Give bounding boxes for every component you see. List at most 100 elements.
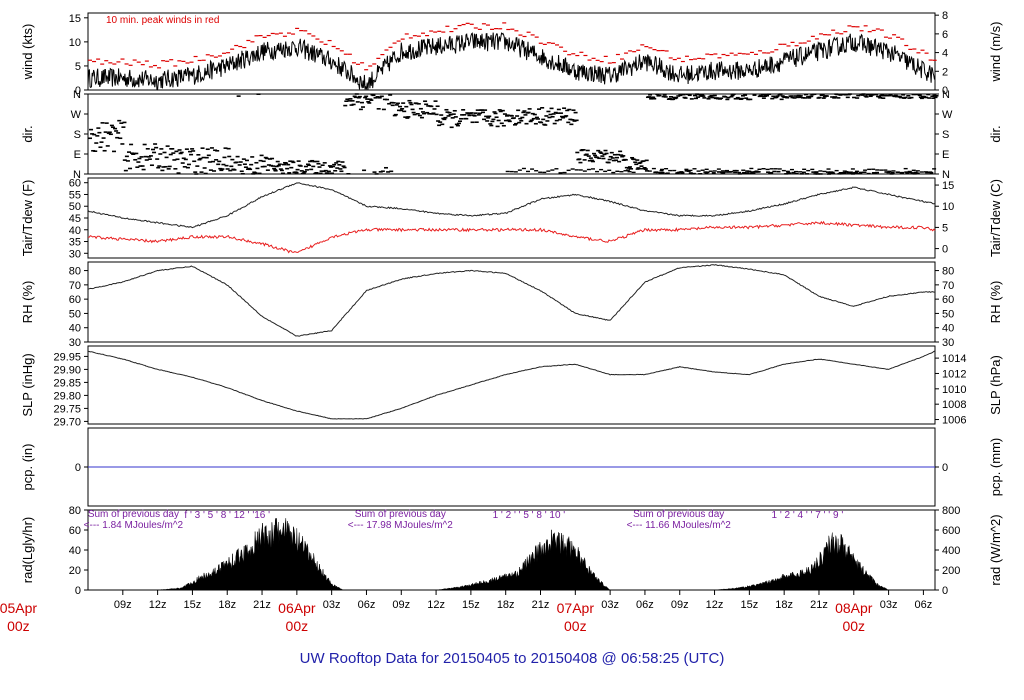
ytick-label-left-rh: 30 [69,337,81,349]
time-tick-label: 09z [114,599,132,611]
time-tick-label: 12z [427,599,445,611]
ytick-label-left-dir: N [73,169,81,181]
ytick-label-left-rh: 80 [69,266,81,278]
ytick-label-right-temp: 0 [942,244,948,256]
rad-sum-annotation-title: Sum of previous day [88,509,179,520]
ytick-label-right-rad: 400 [942,545,960,557]
ytick-label-left-temp: 45 [69,213,81,225]
ytick-label-right-slp: 1010 [942,384,966,396]
panel-frame-dir [87,93,936,175]
ytick-label-right-rad: 0 [942,585,948,597]
ytick-label-right-rh: 30 [942,337,954,349]
ytick-label-left-rh: 50 [69,308,81,320]
time-tick-label: 06z [636,599,654,611]
ytick-label-left-temp: 60 [69,178,81,190]
ylabel-right-pcp: pcp. (mm) [988,438,1003,497]
ytick-label-left-rad: 0 [75,585,81,597]
panel-frame-temp [87,177,936,259]
rad-sum-annotation-title: Sum of previous day [633,509,724,520]
ytick-label-right-rad: 200 [942,565,960,577]
ylabel-left-dir: dir. [20,125,35,142]
ytick-label-left-wind: 5 [75,61,81,73]
day-label-hour: 00z [7,618,30,634]
ytick-label-right-wind: 4 [942,48,948,60]
day-label-hour: 00z [286,618,309,634]
ytick-label-left-temp: 55 [69,189,81,201]
time-tick-label: 03z [601,599,619,611]
ytick-label-right-dir: E [942,149,949,161]
day-label-date: 08Apr [835,600,873,616]
ytick-label-left-dir: S [74,129,81,141]
ylabel-right-temp: Tair/Tdew (C) [988,179,1003,257]
rad-hour-marks: 1 ' 2 ' 4 ' ' 7 ' ' 9 ' [772,510,844,521]
ytick-label-left-slp: 29.95 [53,351,81,363]
ytick-label-right-slp: 1006 [942,415,966,427]
rad-hour-marks: f ' 3 ' 5 ' 8 ' 12 ' '16 ' [184,510,270,521]
ytick-label-right-slp: 1012 [942,368,966,380]
rad-sum-annotation-value: <--- 17.98 MJoules/m^2 [348,520,453,531]
ytick-label-left-pcp: 0 [75,462,81,474]
ytick-label-right-wind: 2 [942,66,948,78]
time-tick-label: 21z [532,599,550,611]
panel-frame-wind [87,12,936,91]
ytick-label-right-wind: 6 [942,29,948,41]
ytick-label-left-temp: 35 [69,237,81,249]
ytick-label-right-rh: 70 [942,280,954,292]
ytick-label-left-rh: 60 [69,294,81,306]
time-tick-label: 15z [184,599,202,611]
rad-sum-annotation-title: Sum of previous day [355,509,446,520]
ytick-label-left-dir: N [73,89,81,101]
ytick-label-right-rh: 50 [942,308,954,320]
ytick-label-left-dir: W [71,109,82,121]
ytick-label-right-dir: N [942,169,950,181]
time-tick-label: 21z [810,599,828,611]
time-tick-label: 03z [880,599,898,611]
ytick-label-right-rad: 800 [942,505,960,517]
ytick-label-right-rh: 60 [942,294,954,306]
time-tick-label: 09z [392,599,410,611]
ytick-label-right-dir: W [942,109,953,121]
time-tick-label: 15z [740,599,758,611]
ytick-label-right-dir: N [942,89,950,101]
ytick-label-left-dir: E [74,149,81,161]
ytick-label-right-wind: 0 [942,85,948,97]
slp-series-0 [87,350,936,420]
time-tick-label: 15z [462,599,480,611]
ytick-label-left-rh: 40 [69,323,81,335]
panel-frame-rh [87,261,936,343]
rad-sum-annotation-value: <--- 1.84 MJoules/m^2 [84,520,184,531]
time-tick-label: 18z [497,599,515,611]
ytick-label-left-rad: 60 [69,525,81,537]
panel-frame-slp [87,345,936,425]
ylabel-left-slp: SLP (inHg) [20,353,35,416]
ytick-label-left-wind: 15 [69,13,81,25]
chart-title: UW Rooftop Data for 20150405 to 20150408… [299,650,725,667]
ylabel-right-rad: rad (W/m^2) [988,514,1003,585]
ytick-label-left-rh: 70 [69,280,81,292]
ytick-label-right-temp: 5 [942,222,948,234]
ylabel-right-wind: wind (m/s) [988,22,1003,83]
ytick-label-left-slp: 29.70 [53,416,81,428]
ylabel-right-dir: dir. [988,125,1003,142]
temp-series-0 [87,182,936,229]
temp-series-1 [87,220,936,254]
ytick-label-left-slp: 29.80 [53,390,81,402]
wind-peak-annotation: 10 min. peak winds in red [106,15,219,26]
ytick-label-right-pcp: 0 [942,462,948,474]
wind-series-line [87,32,935,91]
ylabel-left-wind: wind (kts) [20,24,35,81]
time-tick-label: 12z [706,599,724,611]
ytick-label-left-rad: 80 [69,505,81,517]
ytick-label-left-rad: 20 [69,565,81,577]
time-tick-label: 18z [775,599,793,611]
ytick-label-left-slp: 29.85 [53,377,81,389]
ylabel-right-slp: SLP (hPa) [988,355,1003,415]
ytick-label-left-wind: 0 [75,85,81,97]
rh-series-0 [87,264,935,337]
time-tick-label: 06z [915,599,933,611]
ytick-label-right-slp: 1008 [942,399,966,411]
ytick-label-right-rh: 40 [942,323,954,335]
time-tick-label: 18z [218,599,236,611]
day-label-hour: 00z [842,618,865,634]
